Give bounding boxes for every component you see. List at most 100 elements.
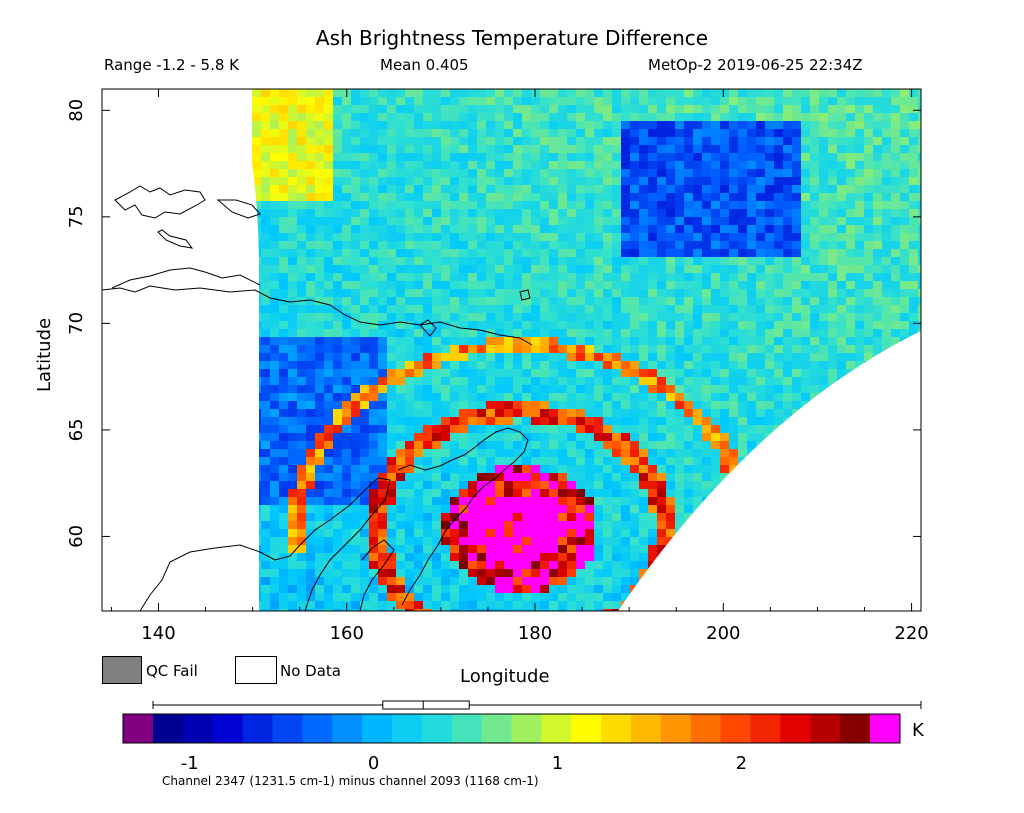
data-cell — [495, 217, 504, 225]
data-cell — [468, 441, 477, 449]
data-cell — [549, 393, 558, 401]
data-cell — [621, 545, 630, 553]
data-cell — [621, 433, 630, 441]
data-cell — [261, 297, 270, 305]
data-cell — [693, 121, 702, 129]
data-cell — [702, 593, 711, 601]
data-cell — [495, 569, 504, 577]
data-cell — [864, 177, 873, 185]
data-cell — [414, 153, 423, 161]
data-cell — [342, 313, 351, 321]
data-cell — [540, 585, 549, 593]
data-cell — [549, 305, 558, 313]
data-cell — [504, 457, 513, 465]
data-cell — [558, 353, 567, 361]
data-cell — [918, 361, 921, 369]
data-cell — [567, 529, 576, 537]
data-cell — [261, 497, 270, 505]
data-cell — [387, 369, 396, 377]
data-cell — [918, 233, 921, 241]
data-cell — [675, 297, 684, 305]
data-cell — [846, 121, 855, 129]
data-cell — [252, 417, 261, 425]
data-cell — [864, 465, 873, 473]
data-cell — [414, 553, 423, 561]
data-cell — [297, 177, 306, 185]
data-cell — [612, 561, 621, 569]
data-cell — [252, 425, 261, 433]
data-cell — [585, 489, 594, 497]
data-cell — [423, 145, 432, 153]
data-cell — [567, 481, 576, 489]
data-cell — [657, 89, 666, 97]
data-cell — [270, 321, 279, 329]
data-cell — [324, 273, 333, 281]
data-cell — [468, 385, 477, 393]
data-cell — [612, 521, 621, 529]
data-cell — [639, 401, 648, 409]
data-cell — [315, 569, 324, 577]
data-cell — [810, 153, 819, 161]
data-cell — [540, 433, 549, 441]
data-cell — [288, 273, 297, 281]
data-cell — [603, 113, 612, 121]
data-cell — [468, 425, 477, 433]
data-cell — [414, 193, 423, 201]
data-cell — [819, 257, 828, 265]
data-cell — [468, 177, 477, 185]
data-cell — [612, 417, 621, 425]
data-cell — [864, 609, 873, 611]
data-cell — [684, 425, 693, 433]
data-cell — [774, 529, 783, 537]
data-cell — [342, 377, 351, 385]
data-cell — [261, 545, 270, 553]
data-cell — [477, 481, 486, 489]
data-cell — [756, 89, 765, 97]
data-cell — [846, 89, 855, 97]
data-cell — [720, 337, 729, 345]
data-cell — [729, 281, 738, 289]
data-cell — [837, 257, 846, 265]
data-cell — [828, 401, 837, 409]
data-cell — [729, 169, 738, 177]
data-cell — [918, 385, 921, 393]
data-cell — [855, 561, 864, 569]
data-cell — [837, 593, 846, 601]
data-cell — [351, 233, 360, 241]
data-cell — [891, 561, 900, 569]
data-cell — [693, 329, 702, 337]
data-cell — [783, 137, 792, 145]
data-cell — [864, 153, 873, 161]
data-cell — [279, 137, 288, 145]
data-cell — [315, 305, 324, 313]
data-cell — [396, 105, 405, 113]
data-cell — [351, 481, 360, 489]
data-cell — [297, 97, 306, 105]
data-cell — [783, 129, 792, 137]
data-cell — [648, 417, 657, 425]
data-cell — [711, 393, 720, 401]
data-cell — [549, 241, 558, 249]
data-cell — [828, 297, 837, 305]
data-cell — [891, 521, 900, 529]
data-cell — [657, 249, 666, 257]
data-cell — [918, 321, 921, 329]
data-cell — [639, 393, 648, 401]
data-cell — [477, 505, 486, 513]
data-cell — [657, 569, 666, 577]
data-cell — [594, 129, 603, 137]
data-cell — [468, 377, 477, 385]
data-cell — [297, 129, 306, 137]
data-cell — [684, 89, 693, 97]
data-cell — [360, 561, 369, 569]
data-cell — [603, 241, 612, 249]
data-cell — [891, 241, 900, 249]
data-cell — [351, 473, 360, 481]
data-cell — [585, 161, 594, 169]
data-cell — [801, 361, 810, 369]
data-cell — [486, 241, 495, 249]
data-cell — [396, 129, 405, 137]
data-cell — [279, 457, 288, 465]
data-cell — [387, 361, 396, 369]
data-cell — [405, 385, 414, 393]
